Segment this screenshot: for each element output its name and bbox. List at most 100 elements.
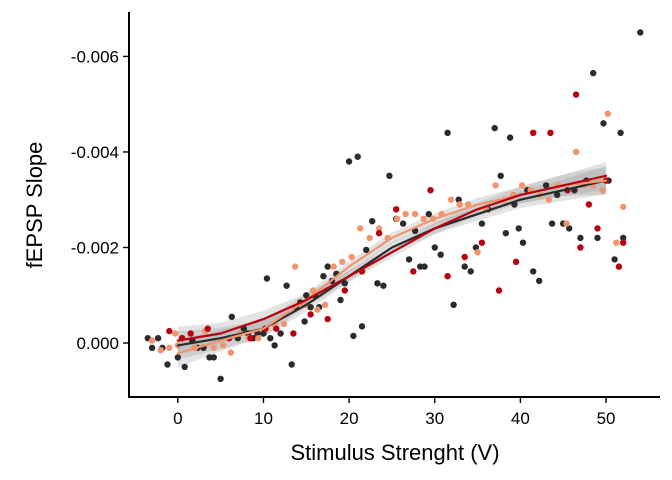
data-point: [380, 282, 387, 289]
axes: [128, 12, 660, 398]
data-point: [410, 268, 417, 275]
data-point: [472, 244, 480, 251]
y-axis-title: fEPSP Slope: [22, 142, 47, 269]
data-point: [620, 239, 627, 246]
y-tick-label: 0.000: [76, 334, 119, 353]
data-point: [402, 210, 409, 218]
data-point: [166, 344, 173, 351]
data-point: [374, 280, 381, 287]
data-point: [181, 363, 188, 371]
data-point: [330, 263, 337, 270]
data-point: [411, 210, 419, 218]
data-point: [563, 220, 570, 227]
data-point: [375, 225, 383, 232]
data-point: [354, 153, 361, 160]
data-point: [530, 268, 537, 275]
data-point: [290, 330, 297, 337]
data-point: [427, 187, 434, 194]
data-point: [164, 361, 171, 368]
data-point: [512, 258, 520, 265]
data-point: [247, 335, 254, 342]
data-point: [444, 273, 451, 280]
data-point: [210, 354, 217, 361]
data-point: [321, 301, 329, 308]
data-point: [444, 129, 451, 136]
data-point: [492, 182, 499, 189]
data-point: [260, 330, 267, 337]
data-point: [217, 375, 224, 382]
data-point: [497, 172, 504, 179]
x-tick-label: 10: [254, 409, 273, 428]
data-point: [271, 342, 278, 349]
data-point: [393, 215, 401, 222]
data-point: [157, 347, 164, 354]
data-point: [148, 337, 156, 344]
data-point: [187, 330, 194, 337]
data-point: [599, 187, 606, 194]
data-point: [386, 172, 393, 179]
data-point: [420, 215, 427, 222]
data-point: [350, 332, 357, 340]
trend-line-3: [176, 174, 608, 342]
data-point: [461, 263, 468, 270]
data-point: [314, 306, 321, 313]
data-point: [405, 256, 413, 263]
confidence-band-1: [177, 166, 607, 360]
data-point: [637, 29, 644, 36]
x-tick-label: 30: [425, 409, 444, 428]
y-tick-label: -0.002: [71, 238, 119, 257]
data-point: [447, 196, 455, 203]
data-point: [337, 296, 344, 304]
x-tick-label: 50: [597, 409, 616, 428]
y-tick-label: -0.006: [71, 47, 119, 66]
data-point: [324, 263, 331, 270]
data-point: [519, 239, 527, 246]
data-point: [280, 320, 288, 328]
data-point: [572, 148, 580, 156]
data-point: [393, 206, 400, 213]
data-point: [615, 263, 623, 270]
data-point: [455, 196, 462, 203]
y-tick-label: -0.004: [71, 143, 119, 162]
data-point: [530, 129, 537, 136]
data-point: [307, 304, 314, 311]
data-point: [399, 220, 407, 227]
data-point: [461, 253, 468, 261]
data-point: [456, 201, 463, 208]
trend-lines: [176, 174, 608, 355]
data-point: [263, 275, 271, 282]
data-point: [154, 335, 162, 342]
data-point: [495, 287, 503, 294]
data-point: [369, 218, 376, 225]
data-point: [283, 282, 290, 289]
confidence-band-3: [177, 161, 607, 355]
data-point: [604, 110, 611, 117]
data-point: [577, 244, 584, 251]
data-point: [590, 69, 597, 77]
data-point: [301, 318, 308, 325]
data-point: [148, 344, 156, 351]
data-point: [345, 158, 353, 165]
data-point: [174, 354, 181, 361]
data-point: [339, 258, 346, 265]
data-point: [474, 249, 481, 256]
data-point: [431, 244, 438, 251]
data-point: [421, 263, 428, 270]
x-tick-label: 40: [511, 409, 530, 428]
data-point: [255, 335, 262, 342]
data-point: [348, 253, 355, 261]
data-point: [288, 361, 295, 368]
data-point: [554, 191, 561, 199]
data-point: [548, 220, 556, 227]
data-point: [366, 234, 373, 242]
x-ticks: 0 10 20 30 40 50: [173, 397, 616, 428]
data-point: [228, 313, 235, 320]
data-point: [518, 182, 526, 189]
x-tick-label: 20: [340, 409, 359, 428]
data-point: [324, 315, 331, 323]
data-point: [577, 234, 584, 242]
data-point: [613, 239, 620, 246]
data-point: [566, 225, 573, 232]
data-point: [600, 120, 607, 127]
